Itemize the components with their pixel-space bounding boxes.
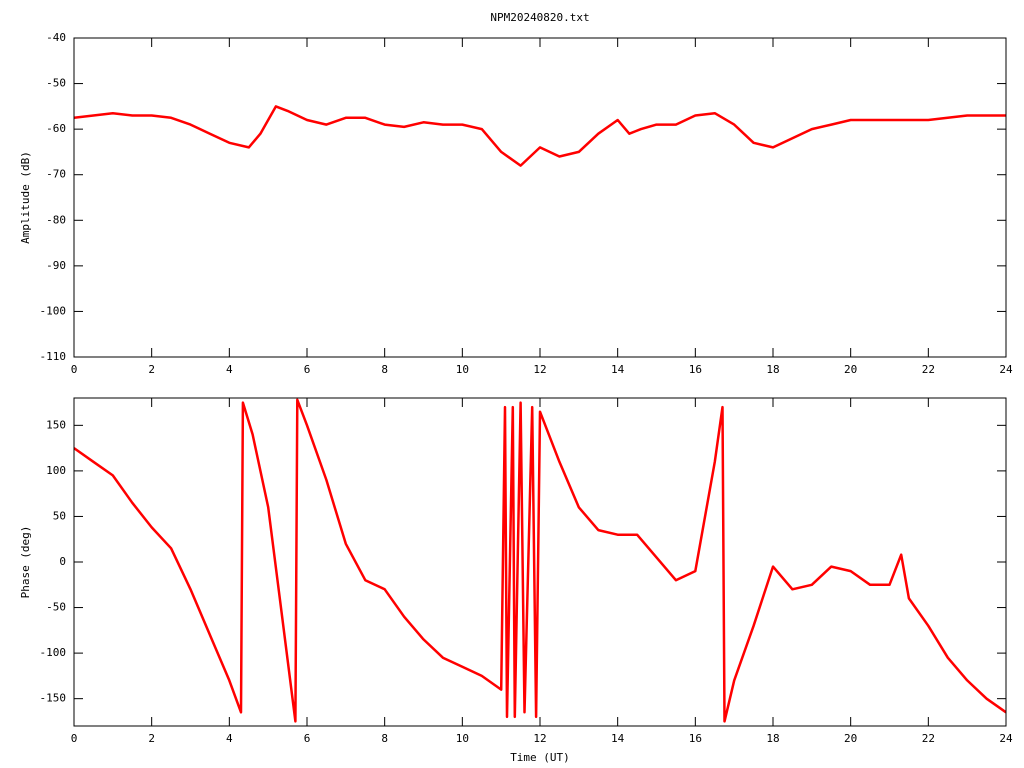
y-tick-label: -90 [46, 259, 66, 272]
plot-frame [73, 37, 1007, 358]
y-tick-label: -100 [40, 646, 67, 659]
x-tick-label: 14 [611, 363, 625, 376]
y-axis-label: Amplitude (dB) [19, 151, 32, 244]
x-tick-label: 20 [844, 732, 857, 745]
x-axis-label: Time (UT) [510, 751, 570, 764]
x-tick-label: 10 [456, 363, 469, 376]
y-tick-label: -100 [40, 304, 67, 317]
y-tick-label: -40 [46, 31, 66, 44]
plot-frame [73, 397, 1007, 727]
x-tick-label: 4 [226, 363, 233, 376]
data-line [74, 105, 1006, 167]
x-tick-label: 22 [922, 363, 935, 376]
x-tick-label: 12 [533, 732, 546, 745]
x-tick-label: 18 [766, 732, 779, 745]
x-tick-label: 12 [533, 363, 546, 376]
x-tick-label: 2 [148, 732, 155, 745]
x-tick-label: 22 [922, 732, 935, 745]
chart-title: NPM20240820.txt [490, 11, 589, 24]
x-tick-label: 0 [71, 732, 78, 745]
y-tick-label: 100 [46, 464, 66, 477]
y-tick-label: -70 [46, 168, 66, 181]
x-tick-label: 20 [844, 363, 857, 376]
x-tick-label: 0 [71, 363, 78, 376]
x-tick-label: 18 [766, 363, 779, 376]
y-tick-label: -50 [46, 601, 66, 614]
x-tick-label: 2 [148, 363, 155, 376]
y-tick-label: -80 [46, 213, 66, 226]
x-tick-label: 6 [304, 363, 311, 376]
x-tick-label: 8 [381, 732, 388, 745]
y-tick-label: -60 [46, 122, 66, 135]
y-tick-label: -50 [46, 77, 66, 90]
x-tick-label: 24 [999, 363, 1013, 376]
x-tick-label: 8 [381, 363, 388, 376]
data-line [74, 398, 1006, 723]
x-tick-label: 6 [304, 732, 311, 745]
x-tick-label: 16 [689, 732, 702, 745]
y-tick-label: 150 [46, 418, 66, 431]
x-tick-label: 14 [611, 732, 625, 745]
y-tick-label: -110 [40, 350, 67, 363]
x-tick-label: 16 [689, 363, 702, 376]
y-tick-label: 0 [59, 555, 66, 568]
y-axis-label: Phase (deg) [19, 526, 32, 599]
y-tick-label: 50 [53, 509, 66, 522]
y-tick-label: -150 [40, 692, 67, 705]
x-tick-label: 24 [999, 732, 1013, 745]
x-tick-label: 4 [226, 732, 233, 745]
x-tick-label: 10 [456, 732, 469, 745]
